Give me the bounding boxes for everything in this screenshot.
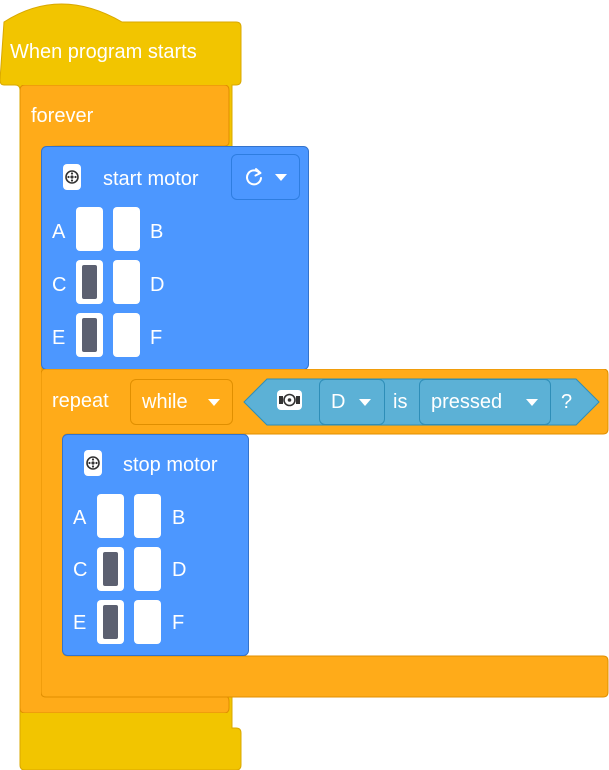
port-label-f: F bbox=[150, 327, 163, 349]
repeat-label: repeat bbox=[52, 390, 109, 412]
repeat-mode-dropdown[interactable]: while bbox=[130, 379, 233, 425]
port-a-toggle[interactable] bbox=[97, 494, 124, 538]
repeat-mode-value: while bbox=[142, 391, 188, 413]
port-c-toggle[interactable] bbox=[76, 260, 103, 304]
direction-dropdown[interactable] bbox=[231, 154, 300, 200]
port-label-a: A bbox=[73, 507, 87, 529]
is-label: is bbox=[393, 391, 408, 413]
sensor-state-dropdown[interactable]: pressed bbox=[419, 379, 551, 425]
sensor-port-value: D bbox=[331, 391, 346, 413]
sensor-port-dropdown[interactable]: D bbox=[319, 379, 385, 425]
port-label-a: A bbox=[52, 221, 66, 243]
chevron-down-icon bbox=[275, 174, 287, 181]
start-motor-label: start motor bbox=[103, 168, 199, 190]
port-label-b: B bbox=[172, 507, 186, 529]
stop-motor-label: stop motor bbox=[123, 454, 218, 476]
port-d-toggle[interactable] bbox=[113, 260, 140, 304]
stop-motor-block[interactable]: stop motor A B C D E F bbox=[62, 434, 249, 656]
motor-device-icon bbox=[63, 164, 81, 190]
port-label-c: C bbox=[52, 274, 67, 296]
port-label-d: D bbox=[150, 274, 165, 296]
chevron-down-icon bbox=[526, 399, 538, 406]
sensor-condition[interactable]: D is pressed ? bbox=[243, 378, 600, 426]
touch-sensor-icon bbox=[277, 390, 302, 410]
chevron-down-icon bbox=[208, 399, 220, 406]
port-b-toggle[interactable] bbox=[134, 494, 161, 538]
port-b-toggle[interactable] bbox=[113, 207, 140, 251]
port-label-b: B bbox=[150, 221, 164, 243]
port-e-toggle[interactable] bbox=[76, 313, 103, 357]
port-c-toggle[interactable] bbox=[97, 547, 124, 591]
motor-device-icon bbox=[84, 450, 102, 476]
chevron-down-icon bbox=[359, 399, 371, 406]
port-label-e: E bbox=[52, 327, 66, 349]
forever-label: forever bbox=[31, 105, 94, 127]
sensor-state-value: pressed bbox=[431, 391, 503, 413]
port-a-toggle[interactable] bbox=[76, 207, 103, 251]
port-e-toggle[interactable] bbox=[97, 600, 124, 644]
port-d-toggle[interactable] bbox=[134, 547, 161, 591]
port-label-d: D bbox=[172, 559, 187, 581]
port-label-e: E bbox=[73, 612, 87, 634]
question-mark: ? bbox=[561, 391, 573, 413]
hat-label: When program starts bbox=[10, 41, 197, 63]
clockwise-arrow-icon bbox=[246, 168, 262, 186]
port-label-c: C bbox=[73, 559, 88, 581]
start-motor-block[interactable]: start motor A B C D E F bbox=[41, 146, 309, 370]
port-label-f: F bbox=[172, 612, 185, 634]
port-f-toggle[interactable] bbox=[134, 600, 161, 644]
port-f-toggle[interactable] bbox=[113, 313, 140, 357]
